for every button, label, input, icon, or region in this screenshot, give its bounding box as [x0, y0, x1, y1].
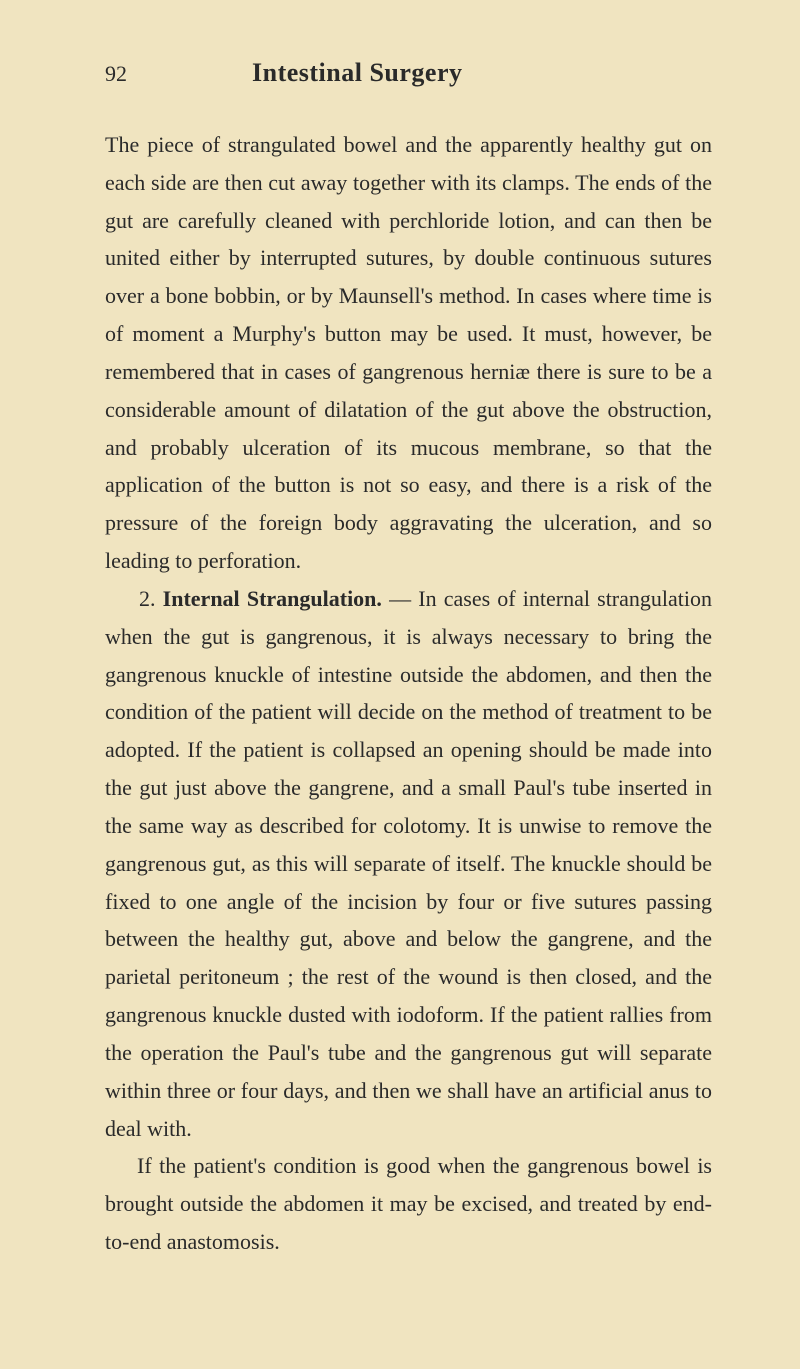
section-heading: Internal Strangulation.	[163, 586, 382, 611]
page-header: 92 Intestinal Surgery	[105, 58, 712, 88]
page-number: 92	[105, 61, 127, 87]
paragraph-1: The piece of strangulated bowel and the …	[105, 126, 712, 580]
paragraph-3-text: If the patient's condition is good when …	[105, 1153, 712, 1254]
body-text: The piece of strangulated bowel and the …	[105, 126, 712, 1261]
page-title: Intestinal Surgery	[252, 58, 463, 88]
paragraph-1-text: The piece of strangulated bowel and the …	[105, 132, 712, 573]
section-number: 2.	[139, 586, 156, 611]
paragraph-2: 2. Internal Strangulation. — In cases of…	[105, 580, 712, 1147]
paragraph-3: If the patient's condition is good when …	[105, 1147, 712, 1260]
paragraph-2-body: — In cases of internal strangulation whe…	[105, 586, 712, 1141]
